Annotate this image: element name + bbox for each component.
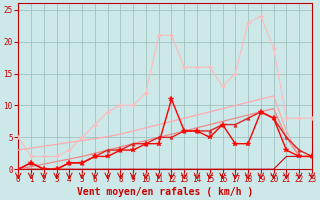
X-axis label: Vent moyen/en rafales ( km/h ): Vent moyen/en rafales ( km/h ) <box>77 187 253 197</box>
